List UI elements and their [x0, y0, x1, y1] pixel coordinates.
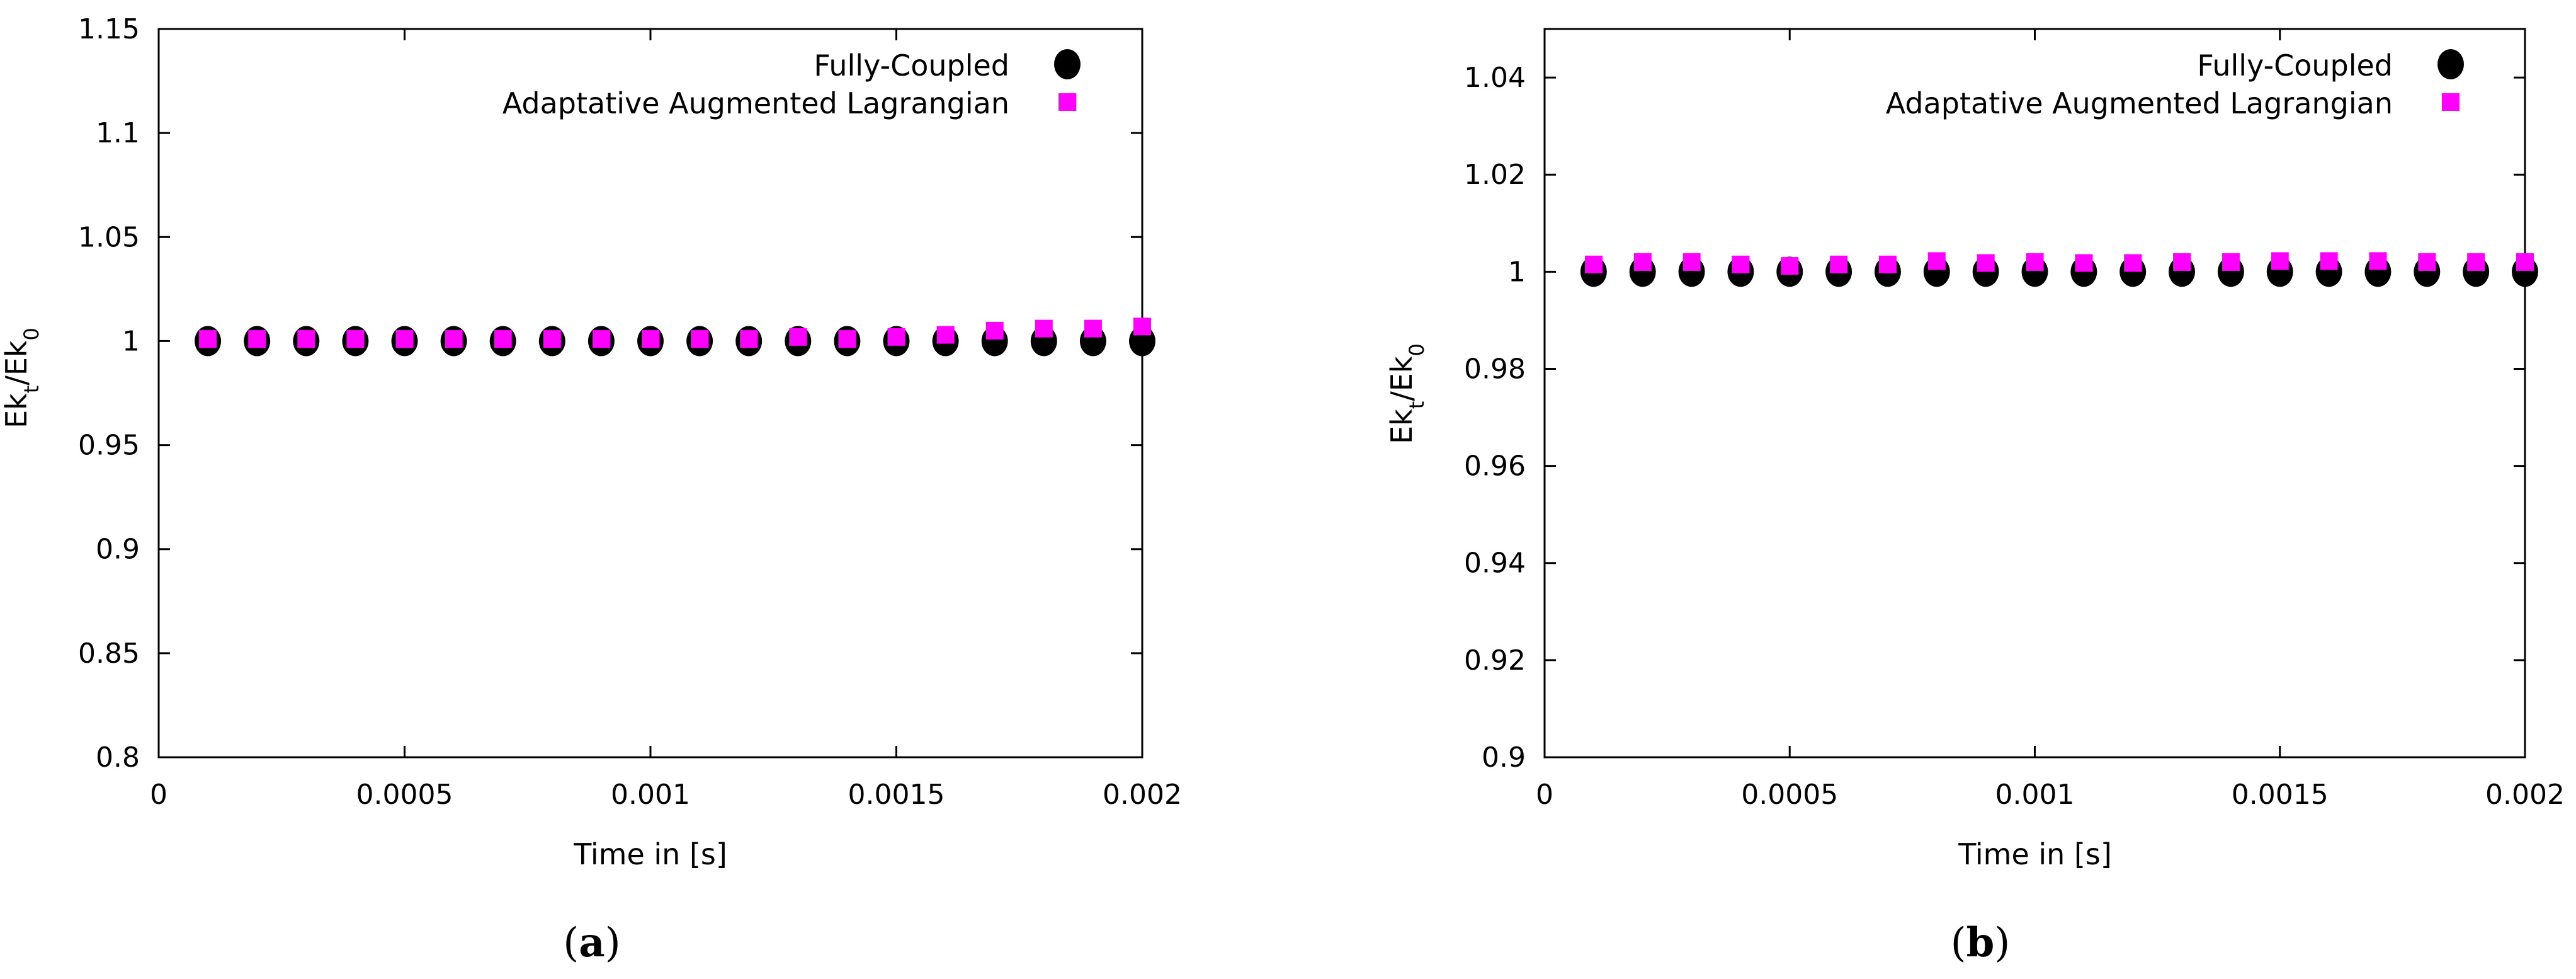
y-tick-label: 1.05	[78, 221, 140, 253]
y-tick-label: 1.02	[1464, 159, 1526, 191]
y-axis-label-a: Ekt/Ek0	[0, 328, 43, 428]
data-point-aal	[1633, 253, 1652, 271]
legend-label-aal-b: Adaptative Augmented Lagrangian	[1886, 86, 2393, 120]
data-point-aal	[494, 330, 512, 348]
data-point-aal	[642, 330, 659, 348]
x-tick-label: 0	[150, 779, 167, 811]
data-point-aal	[887, 328, 905, 346]
y-tick-label: 1.1	[96, 117, 140, 149]
data-point-aal	[1682, 253, 1701, 271]
x-tick-label: 0.0015	[848, 779, 945, 811]
data-point-aal	[985, 321, 1004, 340]
x-tick-label: 0.0005	[356, 779, 453, 811]
data-point-aal	[2124, 254, 2142, 272]
data-point-aal	[543, 330, 561, 348]
data-point-aal	[2026, 253, 2044, 271]
data-point-aal	[1878, 255, 1897, 273]
x-tick-label: 0.002	[1103, 779, 1182, 811]
x-tick-label: 0.0015	[2232, 779, 2329, 811]
data-point-aal	[2320, 252, 2338, 270]
data-point-aal	[199, 330, 217, 348]
legend-marker-fully-coupled	[2437, 49, 2464, 79]
data-point-aal	[789, 328, 807, 346]
data-point-aal	[936, 326, 955, 344]
data-point-aal	[1732, 255, 1750, 273]
x-tick-label: 0.002	[2485, 779, 2565, 811]
y-tick-label: 0.92	[1464, 644, 1526, 677]
plot-frame-b	[1543, 28, 2526, 759]
data-point-aal	[838, 330, 856, 348]
legend-label-fully-coupled-b: Fully-Coupled	[2197, 49, 2393, 83]
data-point-aal	[691, 330, 709, 348]
y-tick-label: 0.94	[1464, 547, 1526, 580]
y-tick-label: 0.96	[1464, 450, 1526, 483]
y-tick-label: 0.9	[96, 534, 140, 566]
data-point-aal	[346, 330, 365, 348]
x-tick-label: 0.001	[611, 779, 690, 811]
data-point-aal	[2369, 252, 2387, 270]
data-point-aal	[2221, 253, 2240, 271]
chart-panel-a: 0 0.0005 0.001 0.0015 0.002 0.8 0.85 0.9 0.95 1 1.…	[0, 13, 1182, 966]
y-tick-label: 0.8	[96, 741, 140, 774]
data-point-aal	[740, 330, 758, 348]
legend-marker-aal	[2442, 93, 2460, 111]
chart-panel-b: 0 0.0005 0.001 0.0015 0.002 0.9 0.92 0.94 0.96 0.…	[1385, 28, 2565, 966]
plot-frame-a	[157, 28, 1143, 759]
legend-label-fully-coupled-a: Fully-Coupled	[814, 49, 1009, 83]
data-point-aal	[2418, 253, 2436, 271]
data-point-aal	[445, 330, 463, 348]
data-point-aal	[395, 330, 414, 348]
plot-area-b: 0 0.0005 0.001 0.0015 0.002 0.9 0.92 0.94 0.96 0.…	[1464, 28, 2565, 811]
y-tick-label: 1.04	[1464, 62, 1526, 94]
data-point-aal	[1133, 318, 1151, 336]
x-axis-label-a: Time in [s]	[573, 837, 727, 871]
data-point-aal	[248, 330, 266, 348]
data-point-aal	[2516, 253, 2534, 271]
caption-a: (a)	[563, 919, 620, 966]
x-tick-label: 0.0005	[1741, 779, 1838, 811]
legend-label-aal-a: Adaptative Augmented Lagrangian	[502, 86, 1009, 120]
y-tick-label: 0.85	[78, 638, 140, 670]
data-point-aal	[1035, 319, 1053, 338]
x-tick-label: 0.001	[1995, 779, 2075, 811]
data-point-aal	[2467, 253, 2485, 271]
x-tick-label: 0	[1536, 779, 1553, 811]
data-point-aal	[2173, 253, 2191, 271]
caption-b: (b)	[1951, 919, 2011, 966]
data-point-aal	[2271, 252, 2289, 270]
data-point-aal	[1830, 255, 1848, 273]
data-point-aal	[297, 330, 315, 348]
data-point-aal	[1781, 257, 1799, 275]
legend-marker-fully-coupled	[1054, 49, 1081, 79]
legend-marker-aal	[1058, 93, 1076, 111]
data-point-aal	[1977, 254, 1995, 272]
data-point-aal	[1927, 252, 1946, 270]
y-tick-label: 0.95	[78, 430, 140, 462]
y-tick-label: 0.98	[1464, 353, 1526, 385]
y-tick-label: 1	[122, 325, 140, 357]
data-point-aal	[1084, 319, 1102, 338]
data-point-aal	[2075, 254, 2093, 272]
data-point-aal	[1584, 255, 1603, 273]
x-axis-label-b: Time in [s]	[1958, 837, 2112, 871]
y-tick-label: 1	[1508, 256, 1526, 288]
y-tick-label: 0.9	[1482, 741, 1526, 774]
y-tick-label: 1.15	[78, 13, 140, 45]
data-point-aal	[592, 330, 610, 348]
plot-area-a: 0 0.0005 0.001 0.0015 0.002 0.8 0.85 0.9 0.95 1 1.…	[78, 13, 1182, 811]
y-axis-label-b: Ekt/Ek0	[1385, 343, 1429, 444]
